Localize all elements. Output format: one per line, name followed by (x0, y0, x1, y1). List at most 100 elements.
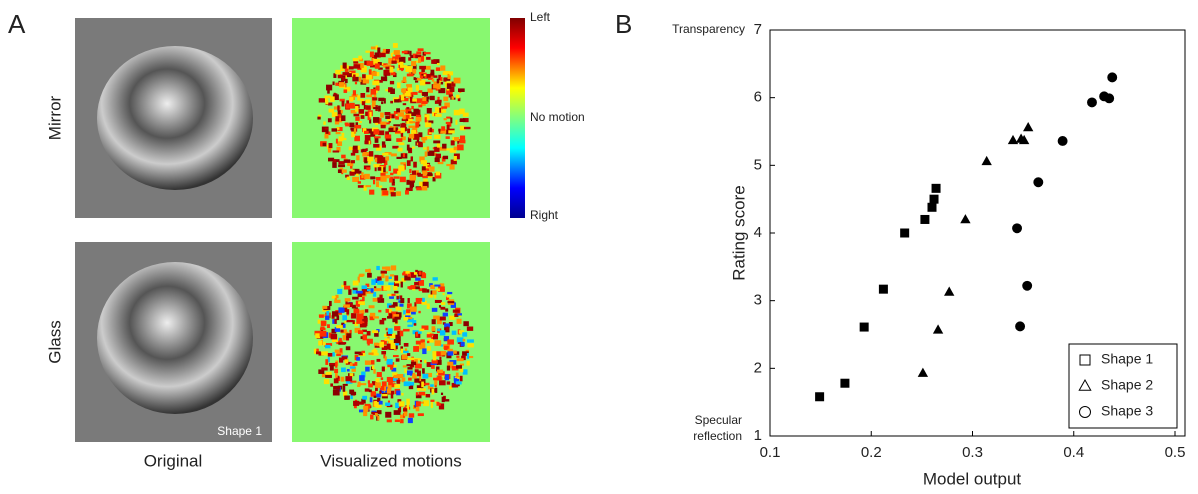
motion-speck (422, 368, 425, 373)
motion-speck (430, 285, 435, 289)
motion-speck (361, 115, 365, 119)
motion-speck (376, 394, 381, 398)
motion-speck (375, 158, 377, 162)
motion-speck (333, 81, 335, 85)
motion-speck (321, 321, 327, 326)
motion-speck (342, 72, 349, 75)
y-tick-label: 5 (754, 156, 762, 173)
motion-speck (351, 160, 355, 163)
motion-speck (405, 115, 409, 119)
motion-speck (412, 171, 416, 176)
motion-speck (334, 369, 338, 373)
motion-speck (386, 309, 389, 313)
motion-speck (364, 131, 369, 134)
motion-speck (397, 171, 401, 175)
motion-speck (332, 311, 338, 316)
motion-speck (387, 419, 392, 422)
motion-speck (456, 373, 459, 378)
motion-speck (458, 88, 465, 92)
motion-speck (369, 69, 372, 74)
motion-speck (343, 138, 347, 140)
motion-speck (389, 187, 394, 190)
motion-speck (412, 147, 415, 149)
motion-speck (374, 288, 381, 291)
motion-speck (349, 147, 352, 151)
motion-speck (399, 401, 405, 406)
motion-speck (405, 190, 409, 194)
motion-speck (433, 355, 436, 361)
motion-speck (365, 360, 371, 365)
y-tick-label: 3 (754, 292, 762, 309)
motion-speck (325, 128, 328, 130)
panel-a: Shape 1 Left No motion Right Mirror Glas… (45, 10, 584, 470)
motion-speck (438, 162, 444, 164)
motion-speck (381, 188, 387, 190)
motion-speck (383, 167, 386, 172)
motion-speck (352, 177, 359, 182)
motion-speck (354, 128, 356, 134)
marker (918, 368, 928, 377)
marker (932, 184, 941, 193)
motion-speck (355, 125, 362, 129)
motion-speck (408, 418, 413, 423)
motion-speck (443, 78, 446, 82)
motion-speck (467, 353, 469, 359)
motion-speck (447, 83, 452, 89)
motion-speck (416, 341, 421, 345)
motion-speck (389, 296, 394, 299)
motion-speck (366, 167, 370, 170)
motion-speck (421, 388, 426, 391)
motion-speck (365, 367, 370, 372)
motion-speck (358, 185, 364, 188)
motion-speck (328, 148, 331, 152)
y-axis-label: Rating score (729, 185, 748, 280)
marker (928, 203, 937, 212)
motion-speck (390, 101, 393, 104)
motion-speck (356, 291, 363, 294)
motion-speck (336, 132, 341, 134)
motion-speck (425, 117, 427, 122)
motion-speck (365, 99, 370, 103)
motion-speck (391, 294, 395, 296)
motion-speck (345, 123, 349, 125)
motion-speck (365, 309, 368, 312)
motion-speck (391, 394, 394, 399)
motion-speck (349, 123, 354, 128)
motion-speck (378, 310, 381, 312)
motion-speck (377, 416, 379, 421)
motion-speck (432, 360, 438, 364)
motion-speck (318, 341, 322, 346)
motion-speck (456, 356, 459, 358)
motion-speck (350, 363, 353, 366)
motion-speck (369, 190, 374, 195)
motion-speck (344, 89, 348, 92)
motion-speck (328, 103, 332, 106)
motion-speck (358, 181, 361, 184)
motion-speck (422, 348, 426, 354)
motion-speck (402, 51, 408, 53)
annotation: reflection (693, 429, 742, 443)
motion-speck (441, 106, 447, 108)
colorbar-label: Right (530, 208, 559, 222)
motion-speck (373, 180, 375, 184)
motion-speck (353, 64, 360, 68)
motion-speck (394, 275, 398, 281)
motion-speck (396, 391, 400, 396)
x-tick-label: 0.3 (962, 444, 983, 461)
marker (1058, 136, 1068, 146)
motion-speck (342, 101, 345, 107)
motion-speck (333, 390, 340, 396)
motion-speck (341, 368, 346, 373)
motion-speck (365, 185, 371, 187)
motion-speck (353, 281, 359, 286)
motion-speck (396, 157, 401, 159)
motion-speck (377, 281, 383, 285)
motion-speck (327, 88, 330, 93)
motion-speck (454, 137, 459, 141)
motion-speck (364, 149, 366, 152)
motion-speck (430, 128, 433, 132)
motion-speck (388, 385, 392, 389)
motion-speck (353, 401, 359, 406)
motion-speck (436, 172, 440, 176)
motion-speck (435, 300, 442, 303)
